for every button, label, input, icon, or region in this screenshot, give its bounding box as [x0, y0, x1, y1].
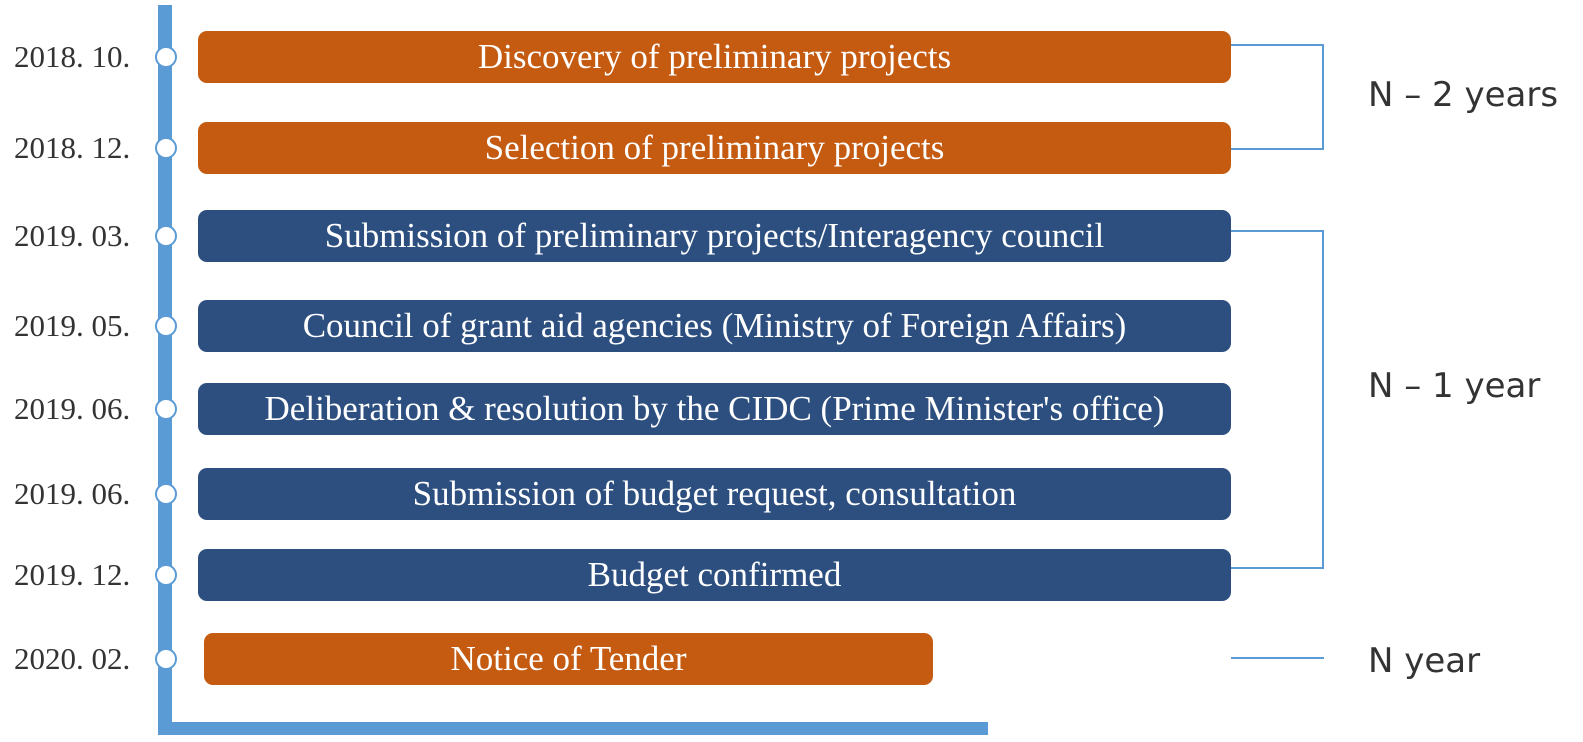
step-date: 2019. 05. [14, 308, 131, 343]
timeline-axis [158, 5, 172, 735]
bracket [1231, 148, 1324, 150]
group-label: N year [1368, 641, 1481, 681]
step-date: 2018. 10. [14, 39, 131, 74]
step-box: Selection of preliminary projects [198, 122, 1231, 174]
bracket [1231, 657, 1324, 659]
step-box: Submission of budget request, consultati… [198, 468, 1231, 520]
step-box: Budget confirmed [198, 549, 1231, 601]
step-dot [155, 46, 177, 68]
step-dot [155, 225, 177, 247]
step-box: Council of grant aid agencies (Ministry … [198, 300, 1231, 352]
bracket [1322, 230, 1324, 569]
step-dot [155, 648, 177, 670]
bracket [1322, 44, 1324, 150]
step-date: 2019. 06. [14, 391, 131, 426]
step-label: Submission of preliminary projects/Inter… [324, 216, 1105, 255]
step-label: Selection of preliminary projects [484, 128, 945, 167]
bracket [1231, 44, 1324, 46]
step-label: Council of grant aid agencies (Ministry … [302, 306, 1127, 345]
step-date: 2019. 03. [14, 218, 131, 253]
step-dot [155, 483, 177, 505]
step-box: Discovery of preliminary projects [198, 31, 1231, 83]
step-date: 2019. 12. [14, 557, 131, 592]
step-label: Notice of Tender [450, 639, 687, 678]
step-dot [155, 137, 177, 159]
step-date: 2019. 06. [14, 476, 131, 511]
group-label: N – 1 year [1368, 366, 1541, 406]
step-box: Deliberation & resolution by the CIDC (P… [198, 383, 1231, 435]
step-label: Discovery of preliminary projects [477, 37, 952, 76]
step-label: Budget confirmed [587, 555, 842, 594]
step-dot [155, 315, 177, 337]
step-dot [155, 398, 177, 420]
step-date: 2018. 12. [14, 130, 131, 165]
timeline-base [158, 722, 988, 735]
step-dot [155, 564, 177, 586]
bracket [1231, 567, 1324, 569]
step-box: Notice of Tender [204, 633, 933, 685]
bracket [1231, 230, 1324, 232]
group-label: N – 2 years [1368, 75, 1559, 115]
step-label: Deliberation & resolution by the CIDC (P… [264, 389, 1165, 428]
step-label: Submission of budget request, consultati… [412, 474, 1017, 513]
step-box: Submission of preliminary projects/Inter… [198, 210, 1231, 262]
step-date: 2020. 02. [14, 641, 131, 676]
